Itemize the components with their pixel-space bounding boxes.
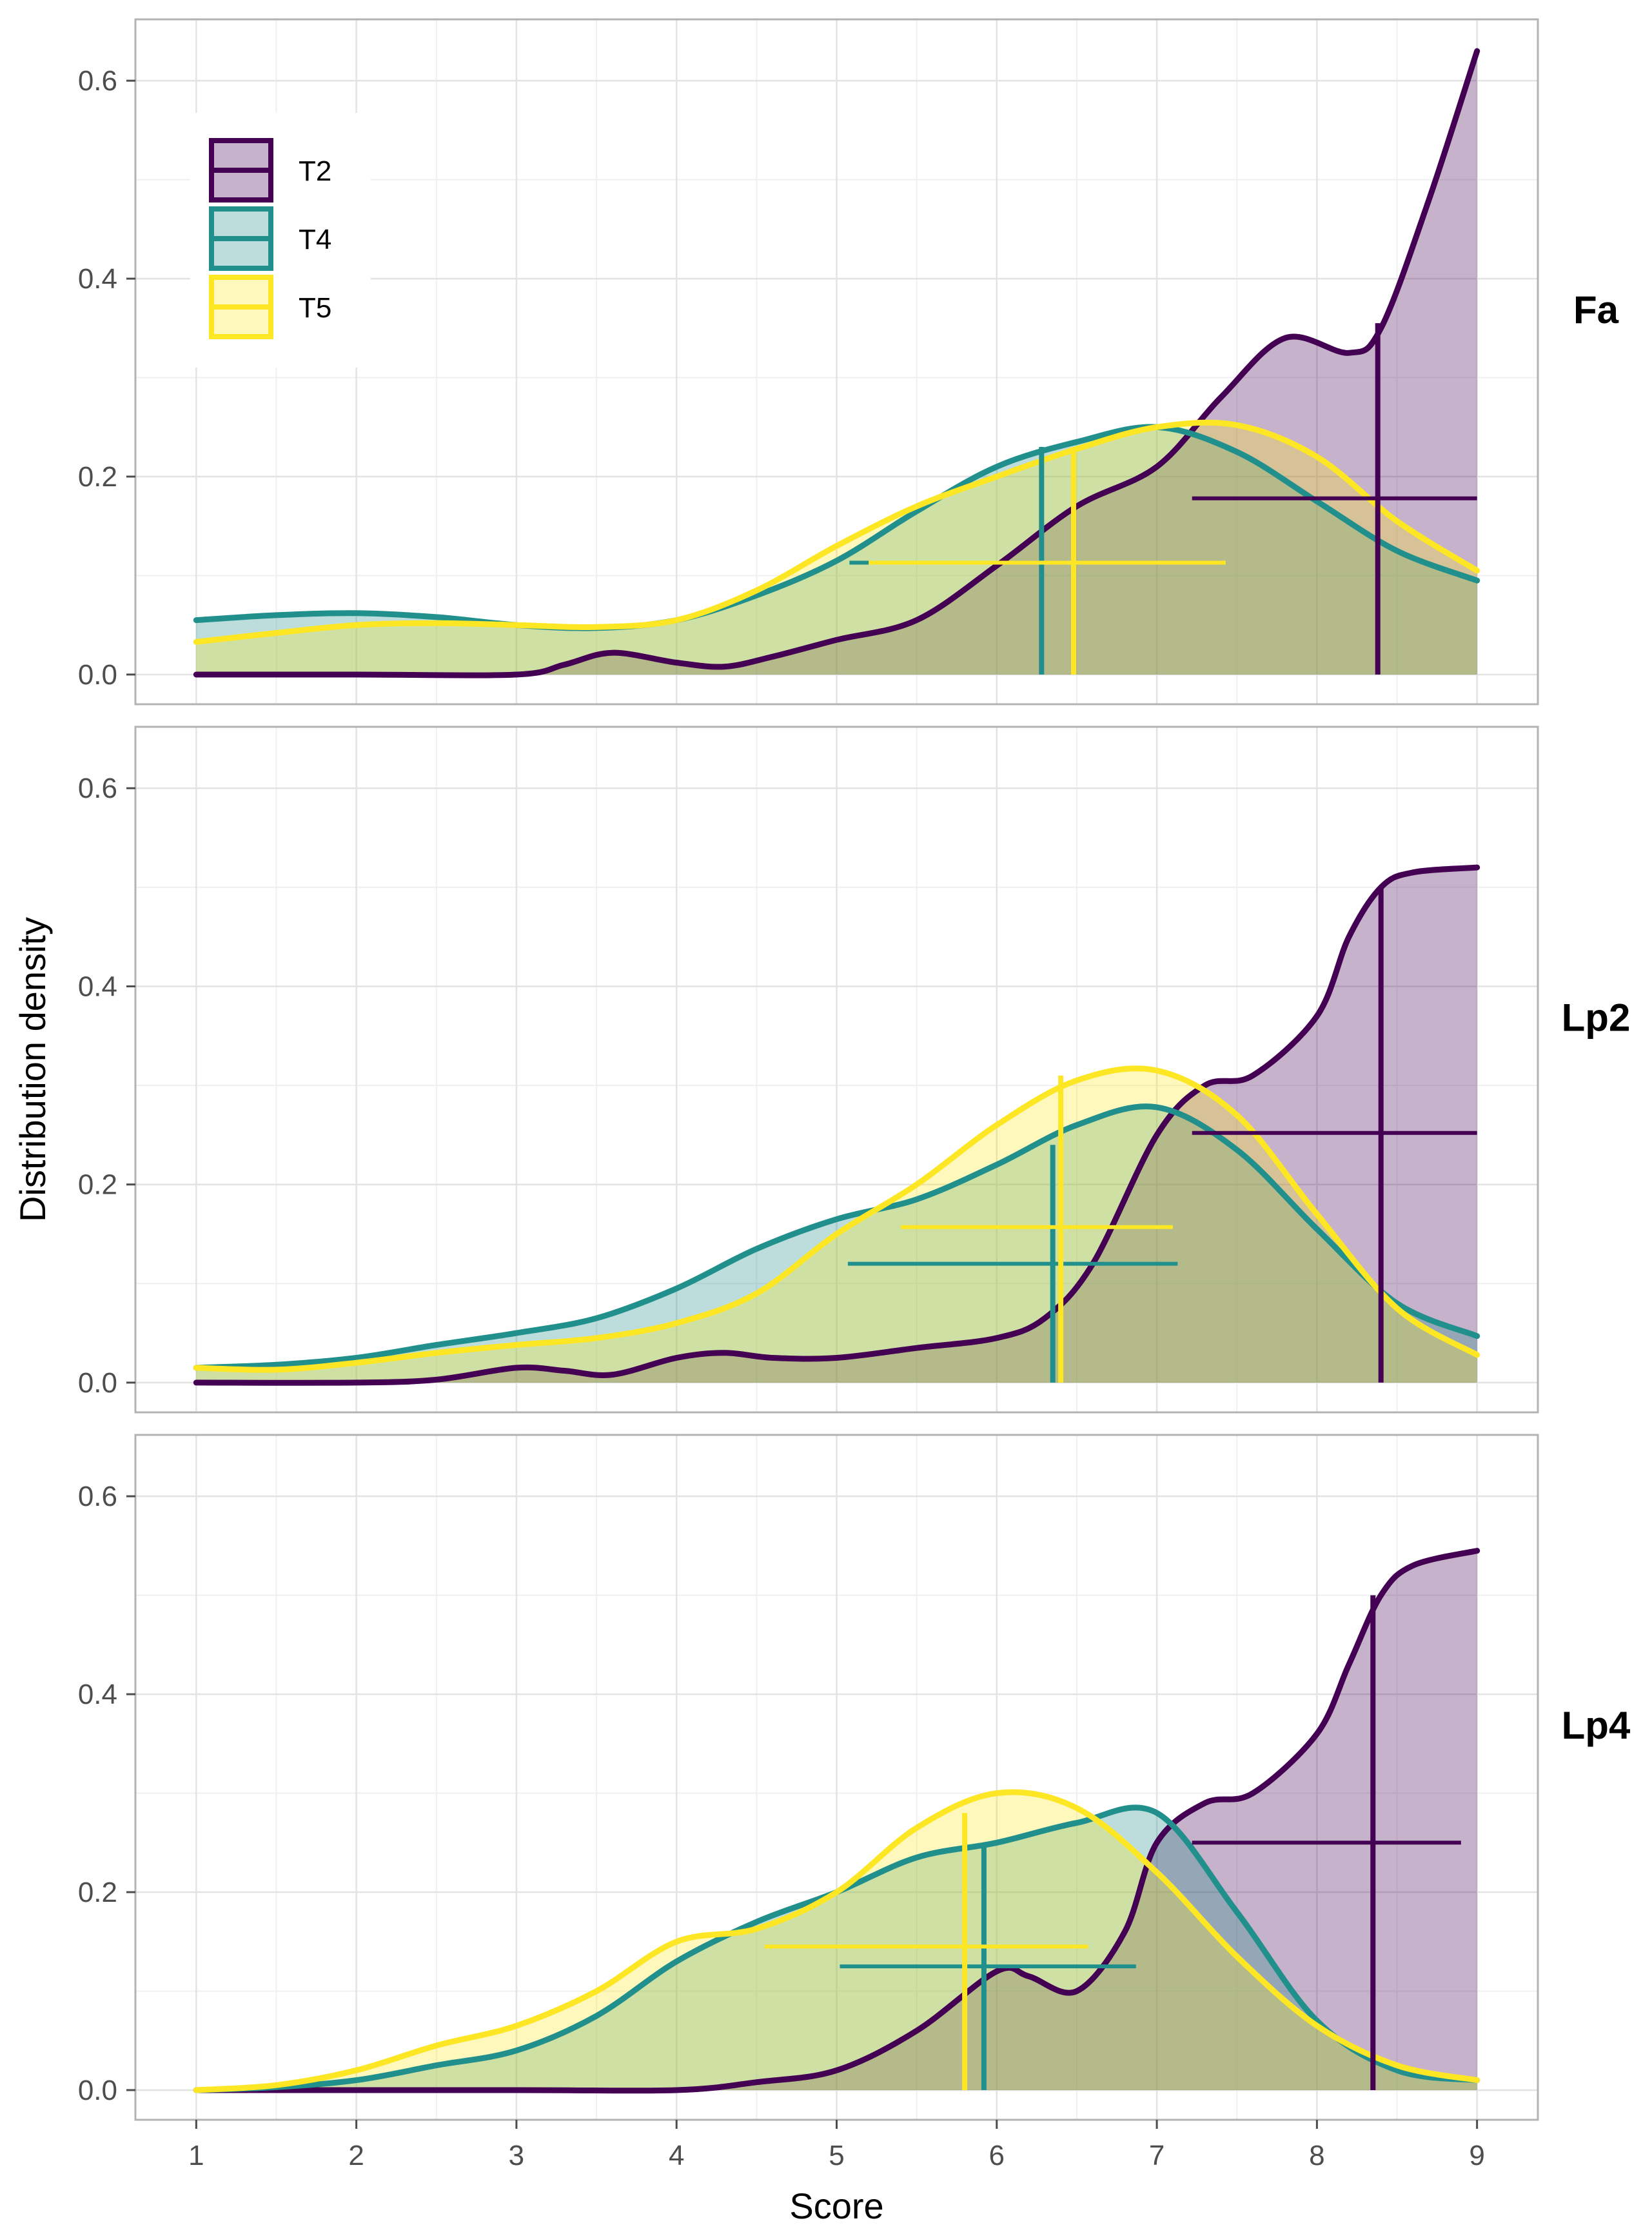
y-tick-label: 0.6 [78, 65, 117, 97]
density-line-lp4-t5 [193, 1789, 1480, 2093]
x-tick-label: 8 [1309, 2140, 1324, 2171]
density-line-lp2-t4 [193, 1103, 1480, 1371]
y-tick-label: 0.0 [78, 1367, 117, 1399]
density-area-lp2-t4 [196, 1106, 1477, 1383]
y-tick-label: 0.4 [78, 1679, 117, 1710]
y-tick-label: 0.4 [78, 263, 117, 295]
x-tick-label: 4 [669, 2140, 684, 2171]
x-tick-label: 3 [509, 2140, 524, 2171]
panel-border [134, 726, 1539, 1414]
density-line-lp4-t2 [193, 1548, 1480, 2094]
facet-label-lp2: Lp2 [1562, 996, 1631, 1040]
legend-label-t5: T5 [299, 292, 331, 324]
density-area-fa-t2 [196, 51, 1477, 676]
x-tick-label: 2 [348, 2140, 364, 2171]
y-tick-label: 0.6 [78, 1481, 117, 1512]
facet-label-lp4: Lp4 [1562, 1704, 1631, 1747]
x-tick-label: 1 [188, 2140, 204, 2171]
x-tick-label: 6 [989, 2140, 1005, 2171]
y-tick-label: 0.0 [78, 659, 117, 691]
density-line-fa-t5 [193, 419, 1480, 645]
density-line-lp2-t2 [193, 864, 1480, 1386]
y-tick-label: 0.2 [78, 461, 117, 493]
facet-label-fa: Fa [1573, 288, 1619, 331]
y-tick-label: 0.4 [78, 971, 117, 1002]
density-line-lp4-t4 [193, 1804, 1480, 2093]
x-tick-label: 7 [1149, 2140, 1165, 2171]
density-line-fa-t2 [193, 48, 1480, 678]
density-area-lp2-t5 [196, 1068, 1477, 1383]
x-tick-label: 9 [1469, 2140, 1484, 2171]
density-line-lp2-t5 [193, 1065, 1480, 1373]
legend-label-t2: T2 [299, 155, 331, 187]
density-line-fa-t4 [193, 424, 1480, 631]
y-tick-label: 0.2 [78, 1877, 117, 1908]
x-axis-title: Score [789, 2186, 883, 2226]
legend-label-t4: T4 [299, 224, 331, 255]
y-tick-label: 0.2 [78, 1169, 117, 1201]
y-axis-title: Distribution density [12, 917, 53, 1222]
panel-border [134, 18, 1539, 706]
density-area-lp4-t5 [196, 1792, 1477, 2090]
y-tick-label: 0.6 [78, 773, 117, 804]
density-area-lp2-t2 [196, 867, 1477, 1383]
x-tick-label: 5 [829, 2140, 844, 2171]
density-area-lp4-t2 [196, 1550, 1477, 2091]
density-area-lp4-t4 [196, 1807, 1477, 2090]
density-area-fa-t4 [196, 427, 1477, 675]
y-tick-label: 0.0 [78, 2075, 117, 2106]
